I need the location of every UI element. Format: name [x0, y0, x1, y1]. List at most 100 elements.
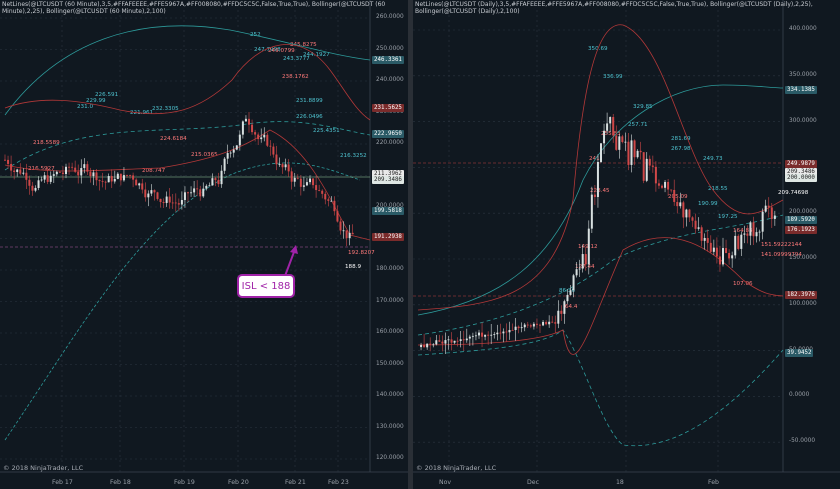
candle-body — [715, 247, 718, 257]
price-tag: 189.5920 — [785, 216, 817, 224]
candle-body — [305, 182, 308, 186]
candle-body — [119, 173, 122, 181]
y-tick-label: 100.0000 — [789, 300, 817, 307]
candle-body — [511, 330, 514, 331]
bollinger-lower-100 — [4, 162, 361, 441]
candle-body — [603, 130, 606, 144]
candle-body — [71, 166, 74, 168]
candle-body — [487, 334, 490, 336]
candle-body — [16, 169, 19, 172]
candle-body — [7, 159, 10, 164]
y-tick-label: 350.0000 — [789, 71, 817, 78]
candle-body — [208, 185, 211, 187]
candle-body — [113, 178, 116, 182]
callout-arrowhead — [290, 245, 298, 254]
candle-body — [481, 332, 484, 337]
candle-body — [740, 234, 743, 249]
candle-body — [229, 152, 232, 154]
bollinger-mid-100 — [417, 214, 784, 336]
candle-body — [327, 199, 330, 201]
candle-body — [37, 180, 40, 188]
candle-body — [551, 321, 554, 323]
level-label: 231.0 — [77, 104, 93, 110]
level-label: 141.09999794 — [761, 252, 802, 258]
x-tick-label: Feb 20 — [228, 479, 249, 486]
level-label: 197.25 — [718, 214, 738, 220]
candle-body — [737, 235, 740, 249]
candle-body — [682, 202, 685, 218]
candle-body — [52, 174, 55, 176]
candle-body — [351, 232, 354, 235]
candle-body — [315, 185, 318, 191]
candle-body — [144, 189, 147, 198]
y-tick-label: 220.0000 — [376, 140, 404, 146]
candle-body — [505, 331, 508, 333]
candle-body — [116, 173, 119, 179]
candle-body — [302, 185, 305, 187]
candle-body — [83, 164, 86, 169]
y-tick-label: 160.0000 — [376, 329, 404, 335]
candle-body — [190, 192, 193, 194]
bollinger-upper-25 — [4, 44, 371, 121]
level-label: 107.06 — [733, 281, 753, 287]
candle-body — [712, 247, 715, 252]
candle-body — [691, 217, 694, 221]
candle-body — [435, 340, 438, 345]
candle-body — [333, 200, 336, 212]
bollinger-upper-100 — [417, 84, 784, 316]
candle-body — [746, 233, 749, 236]
candle-body — [171, 202, 174, 204]
panel-splitter[interactable] — [408, 0, 413, 489]
candle-body — [496, 332, 499, 335]
x-tick-label: Feb 21 — [285, 479, 306, 486]
candle-body — [293, 177, 296, 182]
candle-body — [193, 188, 196, 193]
candle-body — [560, 310, 563, 314]
bollinger-upper-100 — [4, 25, 371, 116]
level-label: 231.8899 — [296, 98, 323, 104]
candle-body — [257, 134, 260, 140]
candle-body — [269, 145, 272, 147]
candle-body — [566, 294, 569, 302]
candle-body — [309, 178, 311, 183]
level-label: 247.7998 — [254, 47, 281, 53]
candle-body — [266, 134, 269, 146]
candle-body — [499, 332, 502, 334]
hourly-chart-canvas[interactable]: 252247.7998249.0799245.8275244.1927243.3… — [0, 0, 408, 489]
candle-body — [330, 200, 333, 202]
candle-body — [734, 235, 737, 256]
daily-chart-panel[interactable]: 350.69 336.99 329.85 281.69 267.98 255.83 241 2… — [413, 0, 840, 489]
candle-body — [150, 190, 153, 194]
candle-body — [484, 334, 487, 337]
candle-body — [46, 175, 49, 182]
candle-body — [664, 181, 667, 188]
candle-body — [758, 231, 761, 233]
daily-chart-copyright: © 2018 NinjaTrader, LLC — [416, 464, 497, 472]
candle-body — [235, 145, 238, 150]
hourly-chart-panel[interactable]: 252 247.7998 249.0799 245.8275 244.1927 243.3… — [0, 0, 408, 489]
candle-body — [217, 179, 220, 185]
candle-body — [135, 179, 138, 186]
candle-body — [627, 141, 630, 165]
candle-body — [162, 201, 165, 203]
candle-body — [223, 158, 226, 171]
candle-body — [40, 179, 43, 181]
level-label: 190.99 — [698, 201, 718, 207]
candle-body — [581, 254, 584, 269]
candle-body — [670, 189, 673, 191]
candle-body — [168, 196, 171, 203]
daily-chart-header: NetLines(@LTCUSDT (Daily),3,5,#FFAFEEEE,… — [415, 1, 813, 15]
candle-body — [755, 232, 758, 237]
candle-body — [535, 323, 538, 325]
candle-body — [578, 268, 581, 270]
candle-body — [459, 339, 462, 341]
candle-body — [471, 335, 474, 337]
price-tag: 200.0000 — [785, 174, 817, 182]
candle-body — [132, 175, 135, 180]
candle-body — [444, 340, 447, 344]
candle-body — [187, 192, 189, 194]
price-tag: 334.1385 — [785, 86, 817, 94]
candle-body — [447, 339, 450, 341]
candle-body — [773, 215, 776, 219]
